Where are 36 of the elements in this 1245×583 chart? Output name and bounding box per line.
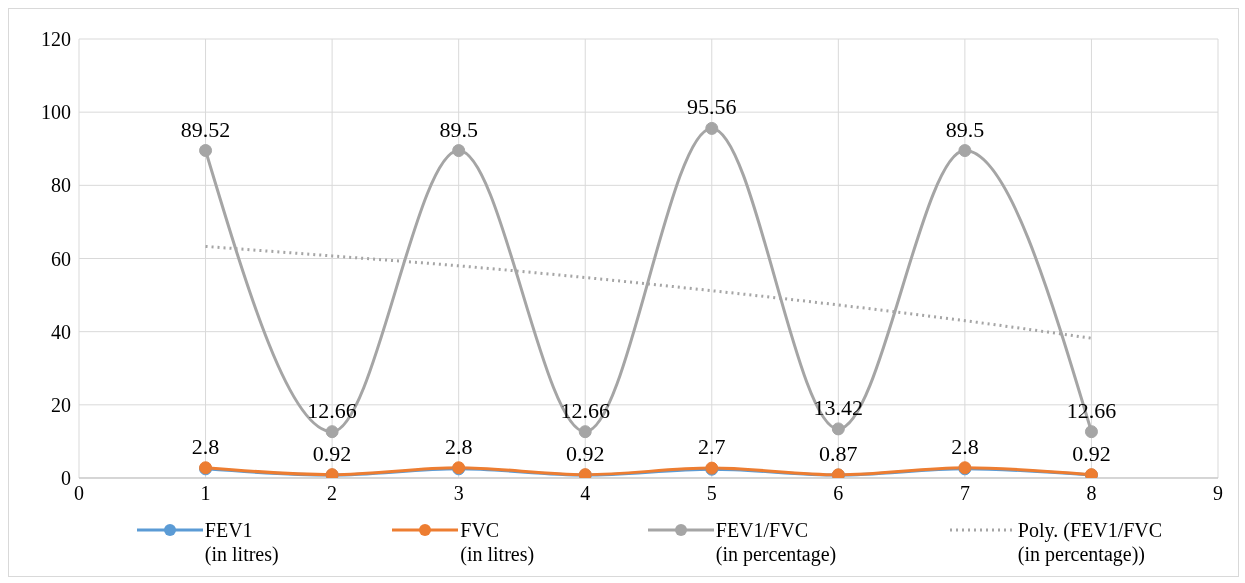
x-tick-label: 7 bbox=[959, 482, 970, 505]
data-label: 12.66 bbox=[560, 397, 610, 423]
data-label: 12.66 bbox=[307, 397, 357, 423]
legend-label: FEV1/FVC (in percentage) bbox=[715, 518, 837, 566]
y-tick-label: 80 bbox=[51, 174, 71, 197]
x-tick-label: 2 bbox=[327, 482, 338, 505]
x-tick-label: 4 bbox=[580, 482, 591, 505]
legend-label: Poly. (FEV1/FVC (in percentage)) bbox=[1017, 518, 1163, 566]
data-label: 2.8 bbox=[191, 433, 220, 459]
legend-label: FEV1 (in litres) bbox=[204, 518, 279, 566]
data-label: 2.8 bbox=[444, 433, 473, 459]
y-tick-label: 100 bbox=[41, 101, 71, 124]
data-label: 12.66 bbox=[1066, 397, 1117, 423]
data-label: 13.42 bbox=[813, 394, 864, 420]
data-label: 89.5 bbox=[439, 116, 478, 142]
y-tick-label: 40 bbox=[51, 320, 71, 343]
data-label: 89.5 bbox=[945, 116, 985, 142]
legend-label: FVC (in litres) bbox=[460, 518, 535, 566]
y-tick-label: 0 bbox=[61, 467, 71, 490]
data-label: 0.87 bbox=[819, 440, 858, 466]
y-tick-label: 60 bbox=[51, 247, 71, 270]
data-label: 2.7 bbox=[698, 434, 726, 460]
data-label: 0.92 bbox=[312, 440, 352, 466]
x-tick-label: 9 bbox=[1213, 482, 1223, 505]
x-tick-label: 1 bbox=[200, 482, 211, 505]
data-label: 95.56 bbox=[687, 94, 737, 120]
data-label: 0.92 bbox=[565, 440, 605, 466]
data-label: 2.8 bbox=[951, 433, 979, 459]
x-tick-label: 5 bbox=[706, 482, 717, 505]
y-tick-label: 120 bbox=[41, 28, 71, 51]
x-tick-label: 8 bbox=[1086, 482, 1097, 505]
data-label: 0.92 bbox=[1072, 440, 1111, 466]
data-label: 89.52 bbox=[180, 116, 231, 142]
x-tick-label: 6 bbox=[833, 482, 844, 505]
y-tick-label: 20 bbox=[51, 393, 71, 416]
x-tick-label: 3 bbox=[453, 482, 464, 505]
